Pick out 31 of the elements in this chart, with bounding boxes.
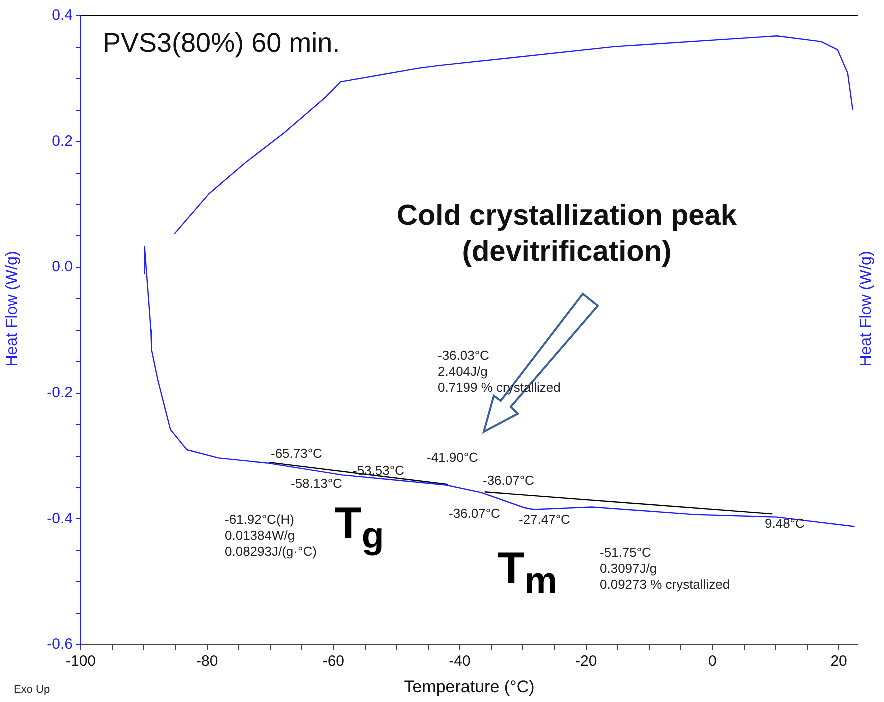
- y-tick-label: 0.4: [52, 7, 73, 24]
- x-tick-label: -80: [196, 653, 218, 670]
- annotation: -58.13°C: [291, 476, 342, 492]
- annotation: -51.75°C 0.3097J/g 0.09273 % crystallized: [600, 545, 730, 593]
- y-tick-label: -0.2: [47, 384, 73, 402]
- y-tick-label: 0.2: [52, 132, 73, 150]
- annotation: -61.92°C(H) 0.01384W/g 0.08293J/(g·°C): [225, 512, 317, 560]
- x-axis-title: Temperature (°C): [404, 677, 535, 696]
- annotation: T$_{m}$: [498, 544, 558, 603]
- x-tick-label: -20: [576, 653, 598, 670]
- y2-axis-title: Heat Flow (W/g): [858, 250, 876, 369]
- chart-title: PVS3(80%) 60 min.: [103, 28, 340, 59]
- y-tick-label: 0.0: [52, 258, 73, 276]
- x-tick-label: -60: [322, 653, 345, 670]
- annotation: -36.07°C: [483, 473, 534, 489]
- y-axis-title: Heat Flow (W/g): [4, 250, 22, 369]
- annotation: -65.73°C: [271, 446, 322, 462]
- text: Exo Up: [14, 683, 50, 698]
- annotation: 9.48°C: [765, 516, 805, 532]
- annotation: -36.07°C: [449, 506, 500, 522]
- y-tick-label: -0.6: [47, 636, 73, 654]
- annotation: -27.47°C: [519, 512, 570, 528]
- x-tick-label: -40: [449, 653, 471, 670]
- annotation: Cold crystallization peak (devitrification): [397, 199, 738, 270]
- x-tick-label: 0: [708, 653, 717, 670]
- annotation: T$_{g}$: [335, 499, 384, 558]
- annotation: -41.90°C: [427, 450, 478, 466]
- x-tick-label: 20: [830, 653, 848, 670]
- x-tick-label: -100: [66, 653, 96, 670]
- y-tick-label: -0.4: [47, 510, 73, 528]
- annotation: -53.53°C: [353, 463, 404, 479]
